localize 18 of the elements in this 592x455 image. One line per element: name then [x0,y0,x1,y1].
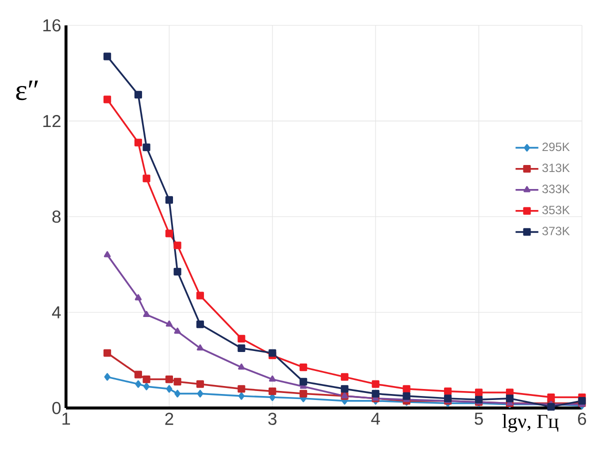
x-tick-label: 1 [62,412,70,425]
y-tick-label: 16 [43,19,61,32]
y-tick-label: 12 [43,114,60,128]
legend-label: 333K [542,184,570,194]
y-axis-title: ε″ [16,80,38,100]
x-tick-label: 5 [474,412,483,425]
y-tick-label: 4 [52,306,61,318]
x-axis-title: lgν, Гц [502,414,558,432]
x-tick-label: 2 [165,412,174,425]
x-tick-label: 3 [268,412,276,425]
x-tick-label: 4 [371,412,380,425]
legend-label: 313K [542,164,570,172]
legend-label: 353K [542,206,570,214]
y-tick-label: 8 [52,210,61,223]
y-tick-label: 0 [52,402,61,414]
legend-label: 295K [542,142,570,152]
x-tick-label: 6 [578,412,586,425]
legend-label: 373K [542,226,570,236]
